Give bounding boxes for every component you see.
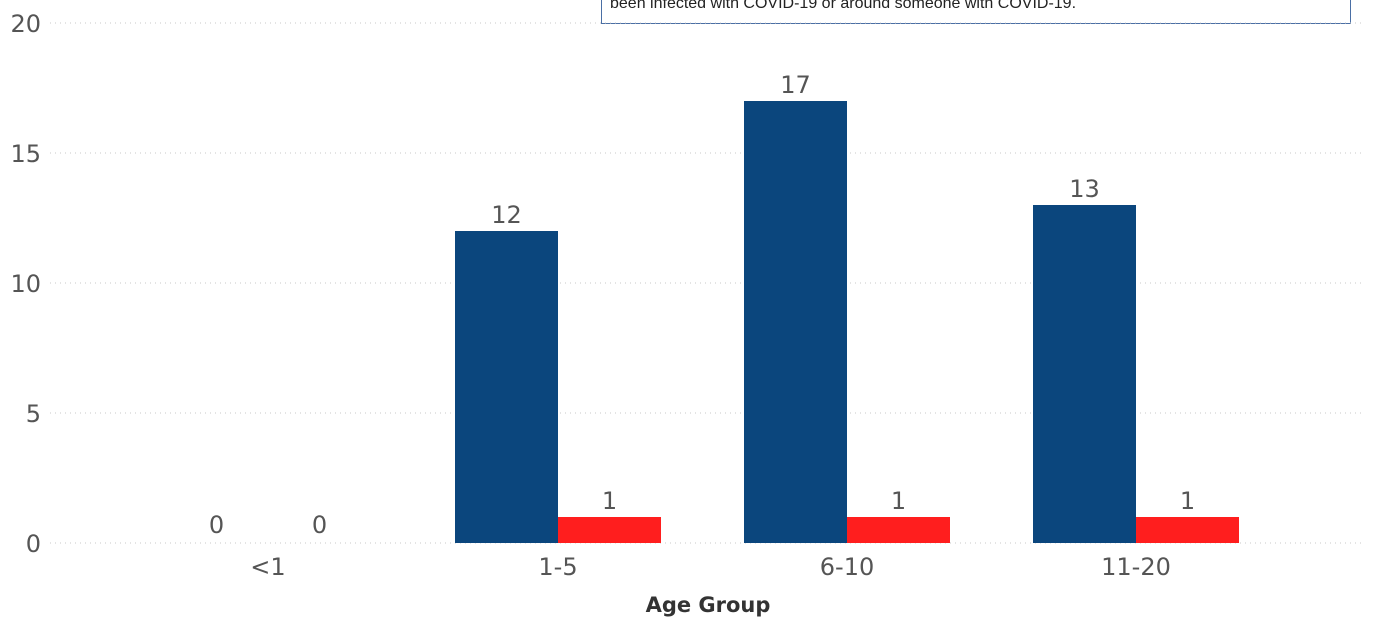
x-tick-label: 6-10: [820, 553, 874, 581]
bar-series-2: [558, 517, 661, 543]
note-text: been infected with COVID-19 or around so…: [610, 0, 1077, 12]
bar-series-2: [847, 517, 950, 543]
bar-series-1: [744, 101, 847, 543]
x-tick-label: <1: [250, 553, 285, 581]
x-axis-title: Age Group: [646, 593, 771, 617]
data-labels: 0 12 17 13 0 1 1 1: [209, 71, 1195, 539]
bars: [455, 101, 1239, 543]
x-tick-label: 11-20: [1101, 553, 1171, 581]
note-box: been infected with COVID-19 or around so…: [601, 0, 1351, 24]
y-tick-label: 20: [10, 10, 41, 38]
x-tick-label: 1-5: [538, 553, 577, 581]
bar-series-2: [1136, 517, 1239, 543]
y-tick-label: 10: [10, 270, 41, 298]
data-label: 0: [209, 511, 224, 539]
data-label: 1: [1180, 487, 1195, 515]
data-label: 1: [891, 487, 906, 515]
y-tick-label: 0: [26, 530, 41, 558]
grid-lines: [50, 22, 1365, 544]
y-axis-ticks: 0 5 10 15 20: [10, 10, 41, 558]
bar-series-1: [455, 231, 558, 543]
data-label: 17: [780, 71, 811, 99]
data-label: 12: [491, 201, 522, 229]
y-tick-label: 15: [10, 140, 41, 168]
bar-series-1: [1033, 205, 1136, 543]
x-axis-ticks: <1 1-5 6-10 11-20: [250, 553, 1171, 581]
y-tick-label: 5: [26, 400, 41, 428]
data-label: 13: [1069, 175, 1100, 203]
data-label: 1: [602, 487, 617, 515]
data-label: 0: [312, 511, 327, 539]
